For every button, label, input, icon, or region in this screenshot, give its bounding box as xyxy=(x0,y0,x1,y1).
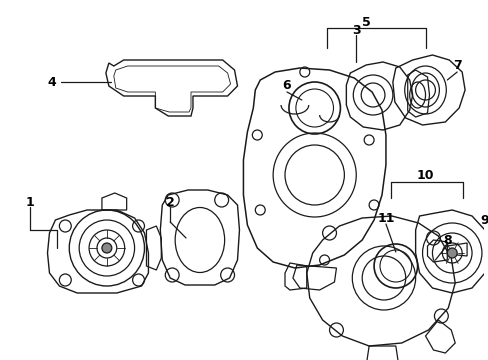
Circle shape xyxy=(102,243,112,253)
Text: 8: 8 xyxy=(442,234,451,247)
Text: 10: 10 xyxy=(416,168,433,181)
Text: 2: 2 xyxy=(165,195,174,208)
Circle shape xyxy=(447,248,456,258)
Text: 6: 6 xyxy=(282,78,291,91)
Text: 4: 4 xyxy=(47,76,56,89)
Text: 3: 3 xyxy=(351,23,360,36)
Text: 5: 5 xyxy=(361,15,370,28)
Text: 9: 9 xyxy=(480,213,488,226)
Text: 11: 11 xyxy=(376,212,394,225)
Text: 1: 1 xyxy=(25,195,34,208)
Text: 7: 7 xyxy=(452,59,461,72)
